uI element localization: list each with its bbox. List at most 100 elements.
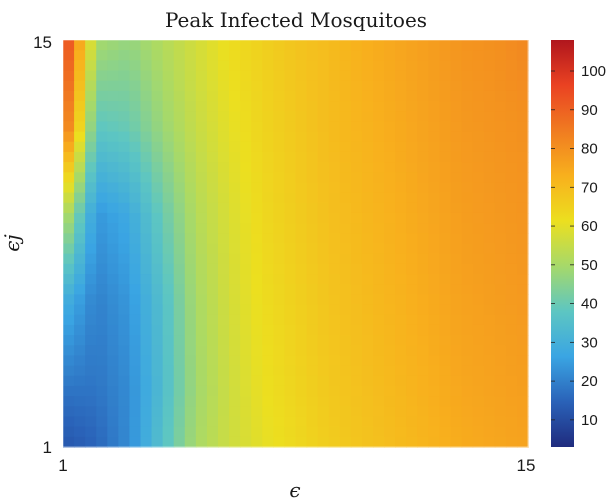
heatmap-cell bbox=[350, 365, 363, 377]
heatmap-cell bbox=[516, 375, 529, 387]
heatmap-cell bbox=[439, 324, 452, 336]
heatmap-cell bbox=[184, 263, 197, 275]
heatmap-cell bbox=[240, 385, 252, 397]
heatmap-cell bbox=[494, 111, 507, 123]
heatmap-cell bbox=[395, 131, 407, 143]
heatmap-cell bbox=[184, 212, 197, 224]
heatmap-cell bbox=[328, 426, 341, 438]
heatmap-cell bbox=[317, 101, 330, 112]
heatmap-cell bbox=[118, 131, 131, 143]
heatmap-cell bbox=[162, 111, 175, 123]
heatmap-cell bbox=[339, 263, 352, 275]
heatmap-cell bbox=[229, 80, 241, 92]
heatmap-cell bbox=[505, 111, 518, 123]
heatmap-cell bbox=[240, 162, 252, 173]
heatmap-cell bbox=[63, 284, 75, 295]
heatmap-cell bbox=[516, 172, 529, 184]
heatmap-cell bbox=[129, 396, 142, 407]
heatmap-cell bbox=[63, 345, 75, 357]
heatmap-cell bbox=[162, 375, 175, 387]
heatmap-cell bbox=[107, 375, 119, 387]
heatmap-cell bbox=[384, 375, 396, 387]
heatmap-cell bbox=[74, 253, 86, 265]
heatmap-cell bbox=[373, 182, 385, 194]
heatmap-cell bbox=[361, 121, 374, 133]
heatmap-cell bbox=[218, 223, 230, 234]
heatmap-cell bbox=[284, 60, 297, 72]
heatmap-cell bbox=[516, 70, 529, 82]
heatmap-cell bbox=[317, 253, 330, 265]
heatmap-cell bbox=[395, 162, 407, 173]
heatmap-cell bbox=[516, 212, 529, 224]
heatmap-cell bbox=[384, 436, 396, 448]
heatmap-cell bbox=[350, 284, 363, 295]
heatmap-cell bbox=[240, 436, 252, 448]
heatmap-cell bbox=[428, 233, 441, 245]
heatmap-cell bbox=[173, 80, 186, 92]
heatmap-cell bbox=[262, 345, 274, 357]
heatmap-cell bbox=[262, 355, 274, 367]
heatmap-cell bbox=[107, 151, 119, 163]
heatmap-cell bbox=[151, 50, 164, 61]
heatmap-cell bbox=[229, 253, 241, 265]
heatmap-cell bbox=[295, 131, 308, 143]
heatmap-cell bbox=[361, 192, 374, 204]
heatmap-cell bbox=[406, 192, 418, 204]
heatmap-cell bbox=[505, 385, 518, 397]
heatmap-cell bbox=[450, 253, 463, 265]
heatmap-cell bbox=[350, 324, 363, 336]
heatmap-cell bbox=[63, 426, 75, 438]
heatmap-cell bbox=[251, 172, 263, 184]
heatmap-cell bbox=[129, 70, 142, 82]
heatmap-cell bbox=[494, 324, 507, 336]
heatmap-cell bbox=[461, 416, 474, 428]
heatmap-cell bbox=[350, 304, 363, 316]
heatmap-cell bbox=[184, 243, 197, 255]
heatmap-cell bbox=[173, 141, 186, 153]
heatmap-cell bbox=[74, 70, 86, 82]
heatmap-cell bbox=[494, 40, 507, 51]
heatmap-cell bbox=[461, 151, 474, 163]
heatmap-cell bbox=[218, 212, 230, 224]
heatmap-cell bbox=[505, 60, 518, 72]
heatmap-cell bbox=[162, 416, 175, 428]
heatmap-cell bbox=[317, 162, 330, 173]
heatmap-cell bbox=[206, 151, 219, 163]
heatmap-cell bbox=[218, 162, 230, 173]
heatmap-cell bbox=[218, 121, 230, 133]
heatmap-cell bbox=[395, 335, 407, 346]
heatmap-cell bbox=[218, 60, 230, 72]
heatmap-cell bbox=[162, 50, 175, 61]
heatmap-cell bbox=[63, 223, 75, 234]
heatmap-cell bbox=[317, 416, 330, 428]
heatmap-cell bbox=[350, 111, 363, 123]
heatmap-cell bbox=[63, 90, 75, 102]
heatmap-cell bbox=[206, 141, 219, 153]
heatmap-cell bbox=[162, 253, 175, 265]
heatmap-cell bbox=[284, 202, 297, 214]
heatmap-cell bbox=[229, 375, 241, 387]
heatmap-cell bbox=[151, 223, 164, 234]
heatmap-cell bbox=[129, 274, 142, 285]
heatmap-cell bbox=[140, 436, 153, 448]
heatmap-cell bbox=[229, 436, 241, 448]
heatmap-cell bbox=[118, 212, 131, 224]
heatmap-cell bbox=[251, 304, 263, 316]
heatmap-cell bbox=[317, 192, 330, 204]
heatmap-cell bbox=[184, 141, 197, 153]
heatmap-cell bbox=[472, 40, 485, 51]
heatmap-cell bbox=[262, 314, 274, 326]
heatmap-cell bbox=[428, 324, 441, 336]
heatmap-cell bbox=[229, 212, 241, 224]
heatmap-cell bbox=[483, 243, 496, 255]
heatmap-cell bbox=[428, 345, 441, 357]
heatmap-cell bbox=[85, 396, 97, 407]
heatmap-cell bbox=[373, 436, 385, 448]
heatmap-cell bbox=[406, 131, 418, 143]
heatmap-cell bbox=[361, 314, 374, 326]
heatmap-cell bbox=[483, 324, 496, 336]
heatmap-cell bbox=[229, 90, 241, 102]
heatmap-cell bbox=[107, 294, 119, 306]
heatmap-cell bbox=[240, 396, 252, 407]
heatmap-cell bbox=[428, 162, 441, 173]
